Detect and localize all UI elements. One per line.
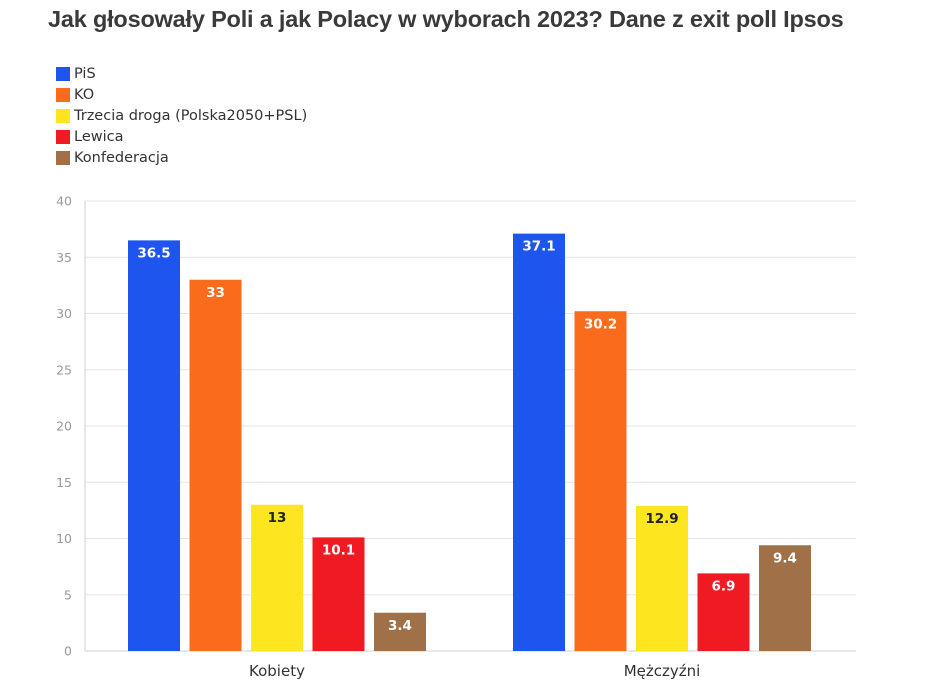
bar-ko-mezczyzni <box>574 311 627 651</box>
bar-trzecia-droga-mezczyzni <box>636 505 688 651</box>
x-category-label-mezczyzni: Mężczyźni <box>624 662 701 680</box>
y-tick-label-5: 5 <box>64 587 72 602</box>
bar-konfederacja-mezczyzni <box>759 545 811 651</box>
y-tick-label-40: 40 <box>56 194 72 209</box>
legend-swatch-ko <box>56 87 70 102</box>
legend-label-ko: KO <box>74 86 95 103</box>
value-label-lewica-kobiety: 10.1 <box>322 542 355 558</box>
legend-swatch-pis <box>56 66 70 81</box>
value-label-konfederacja-mezczyzni: 9.4 <box>773 550 797 566</box>
value-label-ko-mezczyzni: 30.2 <box>584 316 617 332</box>
y-tick-label-30: 30 <box>56 306 72 321</box>
chart-title: Jak głosowały Poli a jak Polacy w wybora… <box>48 6 844 32</box>
value-label-pis-kobiety: 36.5 <box>137 245 170 261</box>
legend-label-trzecia-droga: Trzecia droga (Polska2050+PSL) <box>74 107 308 124</box>
value-label-lewica-mezczyzni: 6.9 <box>712 578 736 594</box>
legend-swatch-trzecia-droga <box>56 108 70 123</box>
legend-item-trzecia-droga[interactable]: Trzecia droga (Polska2050+PSL) <box>56 105 307 126</box>
value-label-pis-mezczyzni: 37.1 <box>522 239 555 255</box>
bar-lewica-kobiety <box>312 537 365 651</box>
bar-ko-kobiety <box>189 279 242 651</box>
y-tick-label-20: 20 <box>56 419 72 434</box>
bar-pis-kobiety <box>128 240 180 651</box>
value-label-ko-kobiety: 33 <box>206 285 225 301</box>
legend-swatch-konfederacja <box>56 150 70 165</box>
bar-lewica-mezczyzni <box>697 573 750 651</box>
bar-trzecia-droga-kobiety <box>251 504 303 651</box>
value-label-konfederacja-kobiety: 3.4 <box>388 618 412 634</box>
legend-item-ko[interactable]: KO <box>56 84 307 105</box>
legend-label-pis: PiS <box>74 65 96 82</box>
value-label-trzecia-droga-mezczyzni: 12.9 <box>645 511 678 527</box>
x-category-label-kobiety: Kobiety <box>249 662 305 680</box>
legend-item-lewica[interactable]: Lewica <box>56 126 307 147</box>
y-tick-label-35: 35 <box>56 250 72 265</box>
value-label-trzecia-droga-kobiety: 13 <box>268 510 287 526</box>
legend-label-konfederacja: Konfederacja <box>74 149 169 166</box>
bar-pis-mezczyzni <box>513 233 565 651</box>
y-tick-label-15: 15 <box>56 475 72 490</box>
legend-swatch-lewica <box>56 129 70 144</box>
bar-konfederacja-kobiety <box>374 612 426 651</box>
legend-item-konfederacja[interactable]: Konfederacja <box>56 147 307 168</box>
legend-item-pis[interactable]: PiS <box>56 63 307 84</box>
y-tick-label-10: 10 <box>56 531 72 546</box>
legend-label-lewica: Lewica <box>74 128 124 145</box>
y-tick-label-0: 0 <box>64 644 72 659</box>
legend: PiS KO Trzecia droga (Polska2050+PSL) Le… <box>56 63 307 168</box>
y-tick-label-25: 25 <box>56 362 72 377</box>
